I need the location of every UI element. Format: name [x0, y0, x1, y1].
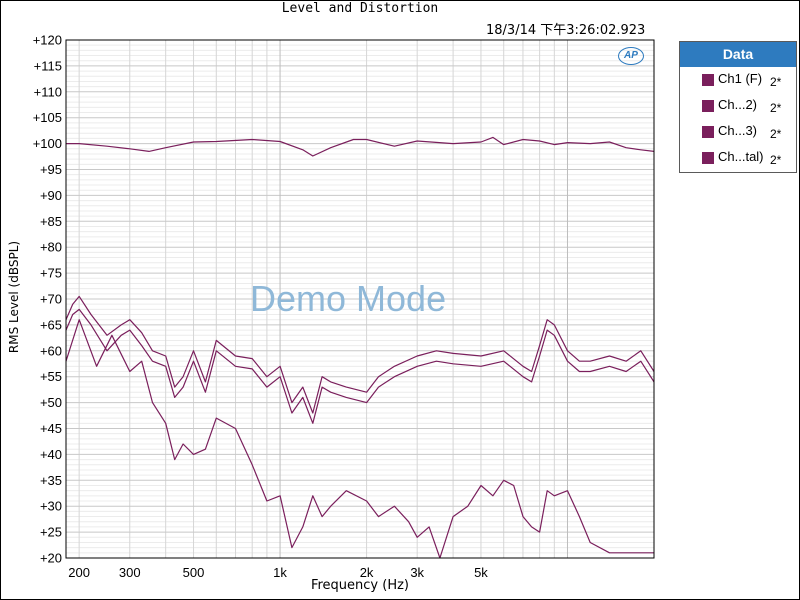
x-tick-label: 1k [273, 565, 287, 580]
y-tick-label: +55 [40, 369, 62, 384]
timestamp: 18/3/14 下午3:26:02.923 [486, 23, 646, 38]
y-tick-label: +115 [34, 58, 62, 73]
x-axis-label: Frequency (Hz) [310, 578, 410, 593]
y-tick-label: +90 [40, 188, 62, 203]
y-tick-label: +40 [40, 447, 62, 462]
series-line-ch1 [66, 136, 654, 157]
series-line-ch3 [66, 308, 654, 424]
x-tick-label: 500 [183, 565, 205, 580]
series-line-ch2 [66, 295, 654, 414]
legend-panel: Data Ch1 (F) 2* Ch...2) 2* Ch...3) 2* Ch… [679, 41, 797, 173]
legend-swatch-icon [702, 126, 714, 138]
y-tick-label: +105 [33, 110, 62, 125]
series-layer [66, 136, 654, 558]
x-tick-label: 5k [474, 565, 488, 580]
legend-swatch-icon [702, 74, 714, 86]
y-tick-label: +35 [40, 473, 62, 488]
legend-item-ch3[interactable]: Ch...3) 2* [680, 119, 796, 145]
legend-swatch-icon [702, 100, 714, 112]
legend-multiplier: 2* [770, 75, 782, 89]
x-tick-label: 300 [119, 565, 141, 580]
y-tick-label: +85 [40, 214, 62, 229]
y-tick-label: +65 [40, 317, 62, 332]
legend-item-total[interactable]: Ch...tal) 2* [680, 145, 796, 171]
y-tick-label: +120 [33, 33, 62, 48]
legend-multiplier: 2* [770, 127, 782, 141]
y-tick-label: +30 [40, 499, 62, 514]
y-tick-label: +70 [40, 292, 62, 307]
y-tick-label: +45 [40, 421, 62, 436]
demo-watermark: Demo Mode [250, 278, 447, 319]
y-tick-label: +95 [40, 162, 62, 177]
y-tick-label: +50 [40, 395, 62, 410]
legend-item-ch2[interactable]: Ch...2) 2* [680, 93, 796, 119]
legend-label: Ch...3) [718, 123, 758, 138]
chart-title: Level and Distortion [281, 1, 439, 16]
y-tick-label: +75 [40, 266, 62, 281]
x-tick-label: 200 [68, 565, 90, 580]
y-tick-label: +100 [33, 136, 62, 151]
y-tick-labels: +20 +25 +30 +35 +40 +45 +50 +55 +60 +65 +70 +75 +80 +… [33, 33, 62, 566]
plot-border [65, 39, 655, 559]
legend-header: Data [680, 42, 796, 67]
ap-logo-icon: AP [618, 47, 644, 65]
legend-label: Ch...tal) [718, 149, 764, 164]
x-tick-label: 3k [410, 565, 424, 580]
y-tick-label: +110 [34, 84, 62, 99]
legend-item-ch1[interactable]: Ch1 (F) 2* [680, 67, 796, 93]
y-tick-label: +60 [40, 343, 62, 358]
y-tick-label: +80 [40, 240, 62, 255]
legend-swatch-icon [702, 152, 714, 164]
x-tick-labels: 200 300 500 1k 2k 3k 5k [68, 565, 488, 580]
legend-label: Ch...2) [718, 97, 758, 112]
y-tick-label: +25 [40, 525, 62, 540]
y-tick-label: +20 [40, 551, 62, 566]
legend-multiplier: 2* [770, 153, 782, 167]
legend-multiplier: 2* [770, 101, 782, 115]
x-tick-label: 2k [360, 565, 374, 580]
series-line-total [66, 319, 654, 558]
legend-label: Ch1 (F) [718, 71, 763, 86]
